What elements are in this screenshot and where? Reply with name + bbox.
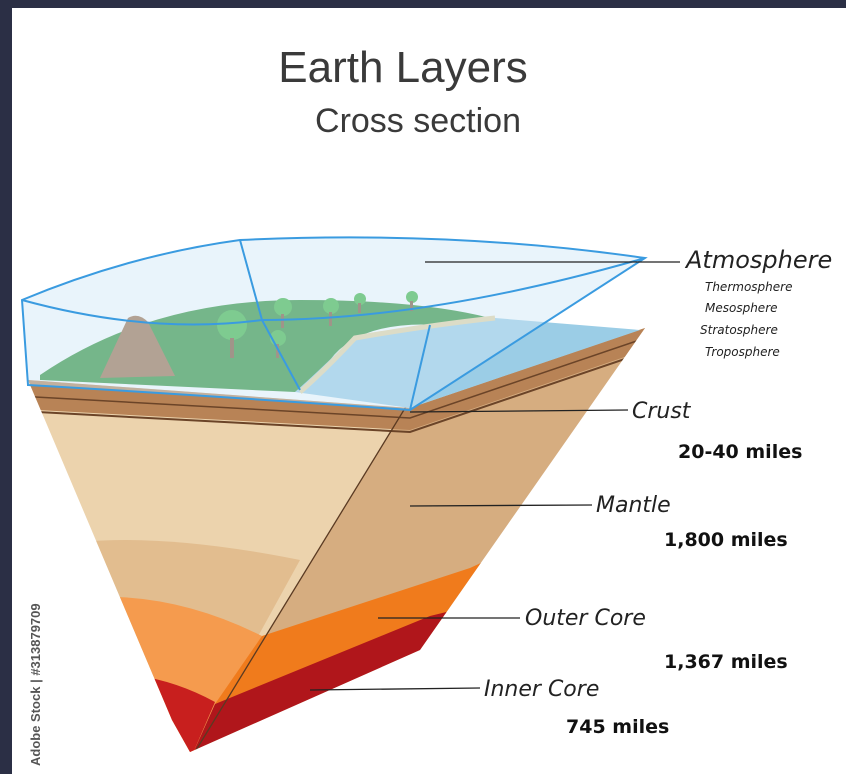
layer-thickness: 20-40 miles [678, 441, 802, 463]
layer-thickness: 745 miles [566, 716, 669, 738]
wedge-edge [189, 399, 411, 752]
title: Earth Layers [278, 43, 527, 92]
shore [298, 315, 496, 394]
layer-thickness: 1,367 miles [664, 651, 788, 673]
crust-line [28, 332, 645, 419]
sublayer-name: Mesosphere [705, 301, 778, 315]
trees [217, 291, 418, 358]
sublayer-name: Thermosphere [705, 280, 792, 294]
mountain [100, 315, 175, 378]
crust [28, 328, 645, 430]
atmosphere-box [20, 236, 648, 412]
leader-line [409, 504, 593, 507]
layer-name: Mantle [596, 493, 671, 518]
layer-thickness: 1,800 miles [664, 529, 788, 551]
credit: Adobe Stock | #313879709 [28, 603, 43, 766]
sublayer-name: Troposphere [705, 345, 780, 359]
layer-name: Atmosphere [684, 246, 832, 274]
leader-line [309, 687, 481, 691]
subtitle: Cross section [315, 102, 521, 140]
layer-name: Crust [632, 399, 692, 424]
layer-name: Outer Core [525, 606, 646, 631]
ocean [295, 318, 640, 408]
leader-line [409, 409, 629, 413]
crust-line [28, 346, 645, 434]
sublayer-name: Stratosphere [700, 323, 778, 337]
layer-name: Inner Core [484, 677, 599, 702]
